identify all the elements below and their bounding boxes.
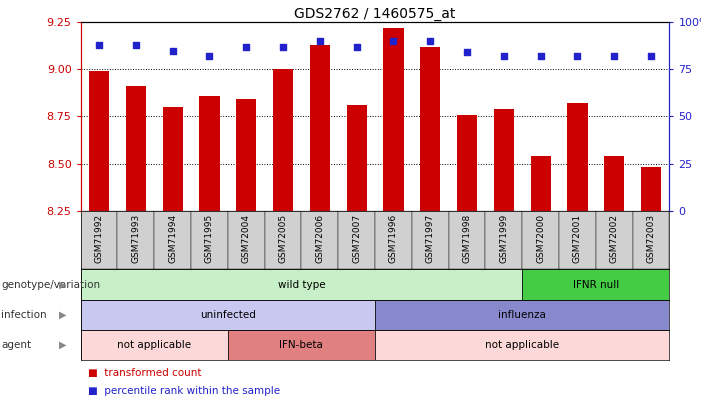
Text: GSM71992: GSM71992	[95, 213, 104, 263]
Text: GSM71993: GSM71993	[131, 213, 140, 263]
Bar	[457, 115, 477, 211]
Text: ▶: ▶	[60, 340, 67, 350]
Point	[93, 42, 104, 48]
Bar	[522, 211, 559, 269]
Text: uninfected: uninfected	[200, 310, 256, 320]
Bar	[604, 156, 625, 211]
Point	[314, 38, 325, 44]
Bar	[375, 300, 669, 330]
Bar	[236, 100, 257, 211]
Point	[608, 53, 620, 60]
Text: GSM72002: GSM72002	[610, 213, 619, 262]
Text: ■  transformed count: ■ transformed count	[88, 368, 201, 377]
Bar	[375, 211, 412, 269]
Point	[204, 53, 215, 60]
Point	[388, 38, 399, 44]
Text: GSM71994: GSM71994	[168, 213, 177, 263]
Text: ■  percentile rank within the sample: ■ percentile rank within the sample	[88, 386, 280, 396]
Bar	[81, 330, 228, 360]
Bar	[81, 269, 522, 300]
Bar	[228, 211, 265, 269]
Bar	[81, 300, 375, 330]
Text: GSM71999: GSM71999	[499, 213, 508, 263]
Bar	[310, 45, 330, 211]
Point	[278, 43, 289, 50]
Bar	[163, 107, 183, 211]
Text: GSM72005: GSM72005	[278, 213, 287, 263]
Text: GSM72007: GSM72007	[352, 213, 361, 263]
Point	[167, 47, 178, 54]
Bar	[632, 211, 669, 269]
Bar	[449, 211, 485, 269]
Point	[351, 43, 362, 50]
Point	[646, 53, 657, 60]
Text: IFN-beta: IFN-beta	[280, 340, 323, 350]
Bar	[559, 211, 596, 269]
Bar	[412, 211, 449, 269]
Point	[425, 38, 436, 44]
Text: GSM71996: GSM71996	[389, 213, 398, 263]
Bar	[228, 330, 375, 360]
Bar	[265, 211, 301, 269]
Bar	[596, 211, 632, 269]
Bar	[273, 69, 293, 211]
Text: GSM72006: GSM72006	[315, 213, 325, 263]
Point	[130, 42, 142, 48]
Bar	[641, 167, 661, 211]
Bar	[338, 211, 375, 269]
Bar	[522, 269, 669, 300]
Bar	[89, 71, 109, 211]
Bar	[383, 28, 404, 211]
Text: not applicable: not applicable	[485, 340, 559, 350]
Text: GSM71995: GSM71995	[205, 213, 214, 263]
Bar	[154, 211, 191, 269]
Bar	[191, 211, 228, 269]
Bar	[485, 211, 522, 269]
Bar	[125, 86, 146, 211]
Text: influenza: influenza	[498, 310, 546, 320]
Text: GSM71998: GSM71998	[463, 213, 472, 263]
Text: GSM72000: GSM72000	[536, 213, 545, 263]
Title: GDS2762 / 1460575_at: GDS2762 / 1460575_at	[294, 7, 456, 21]
Text: GSM71997: GSM71997	[426, 213, 435, 263]
Bar	[567, 103, 587, 211]
Point	[572, 53, 583, 60]
Point	[461, 49, 472, 55]
Bar	[81, 211, 118, 269]
Bar	[301, 211, 338, 269]
Text: GSM72004: GSM72004	[242, 213, 251, 262]
Bar	[494, 109, 514, 211]
Text: ▶: ▶	[60, 310, 67, 320]
Bar	[346, 105, 367, 211]
Text: infection: infection	[1, 310, 47, 320]
Bar	[420, 47, 440, 211]
Point	[535, 53, 546, 60]
Bar	[118, 211, 154, 269]
Text: GSM72001: GSM72001	[573, 213, 582, 263]
Text: IFNR null: IFNR null	[573, 279, 619, 290]
Text: agent: agent	[1, 340, 32, 350]
Text: not applicable: not applicable	[117, 340, 191, 350]
Text: GSM72003: GSM72003	[646, 213, 655, 263]
Point	[498, 53, 510, 60]
Text: ▶: ▶	[60, 279, 67, 290]
Text: wild type: wild type	[278, 279, 325, 290]
Bar	[375, 330, 669, 360]
Bar	[531, 156, 551, 211]
Text: genotype/variation: genotype/variation	[1, 279, 100, 290]
Bar	[199, 96, 219, 211]
Point	[240, 43, 252, 50]
